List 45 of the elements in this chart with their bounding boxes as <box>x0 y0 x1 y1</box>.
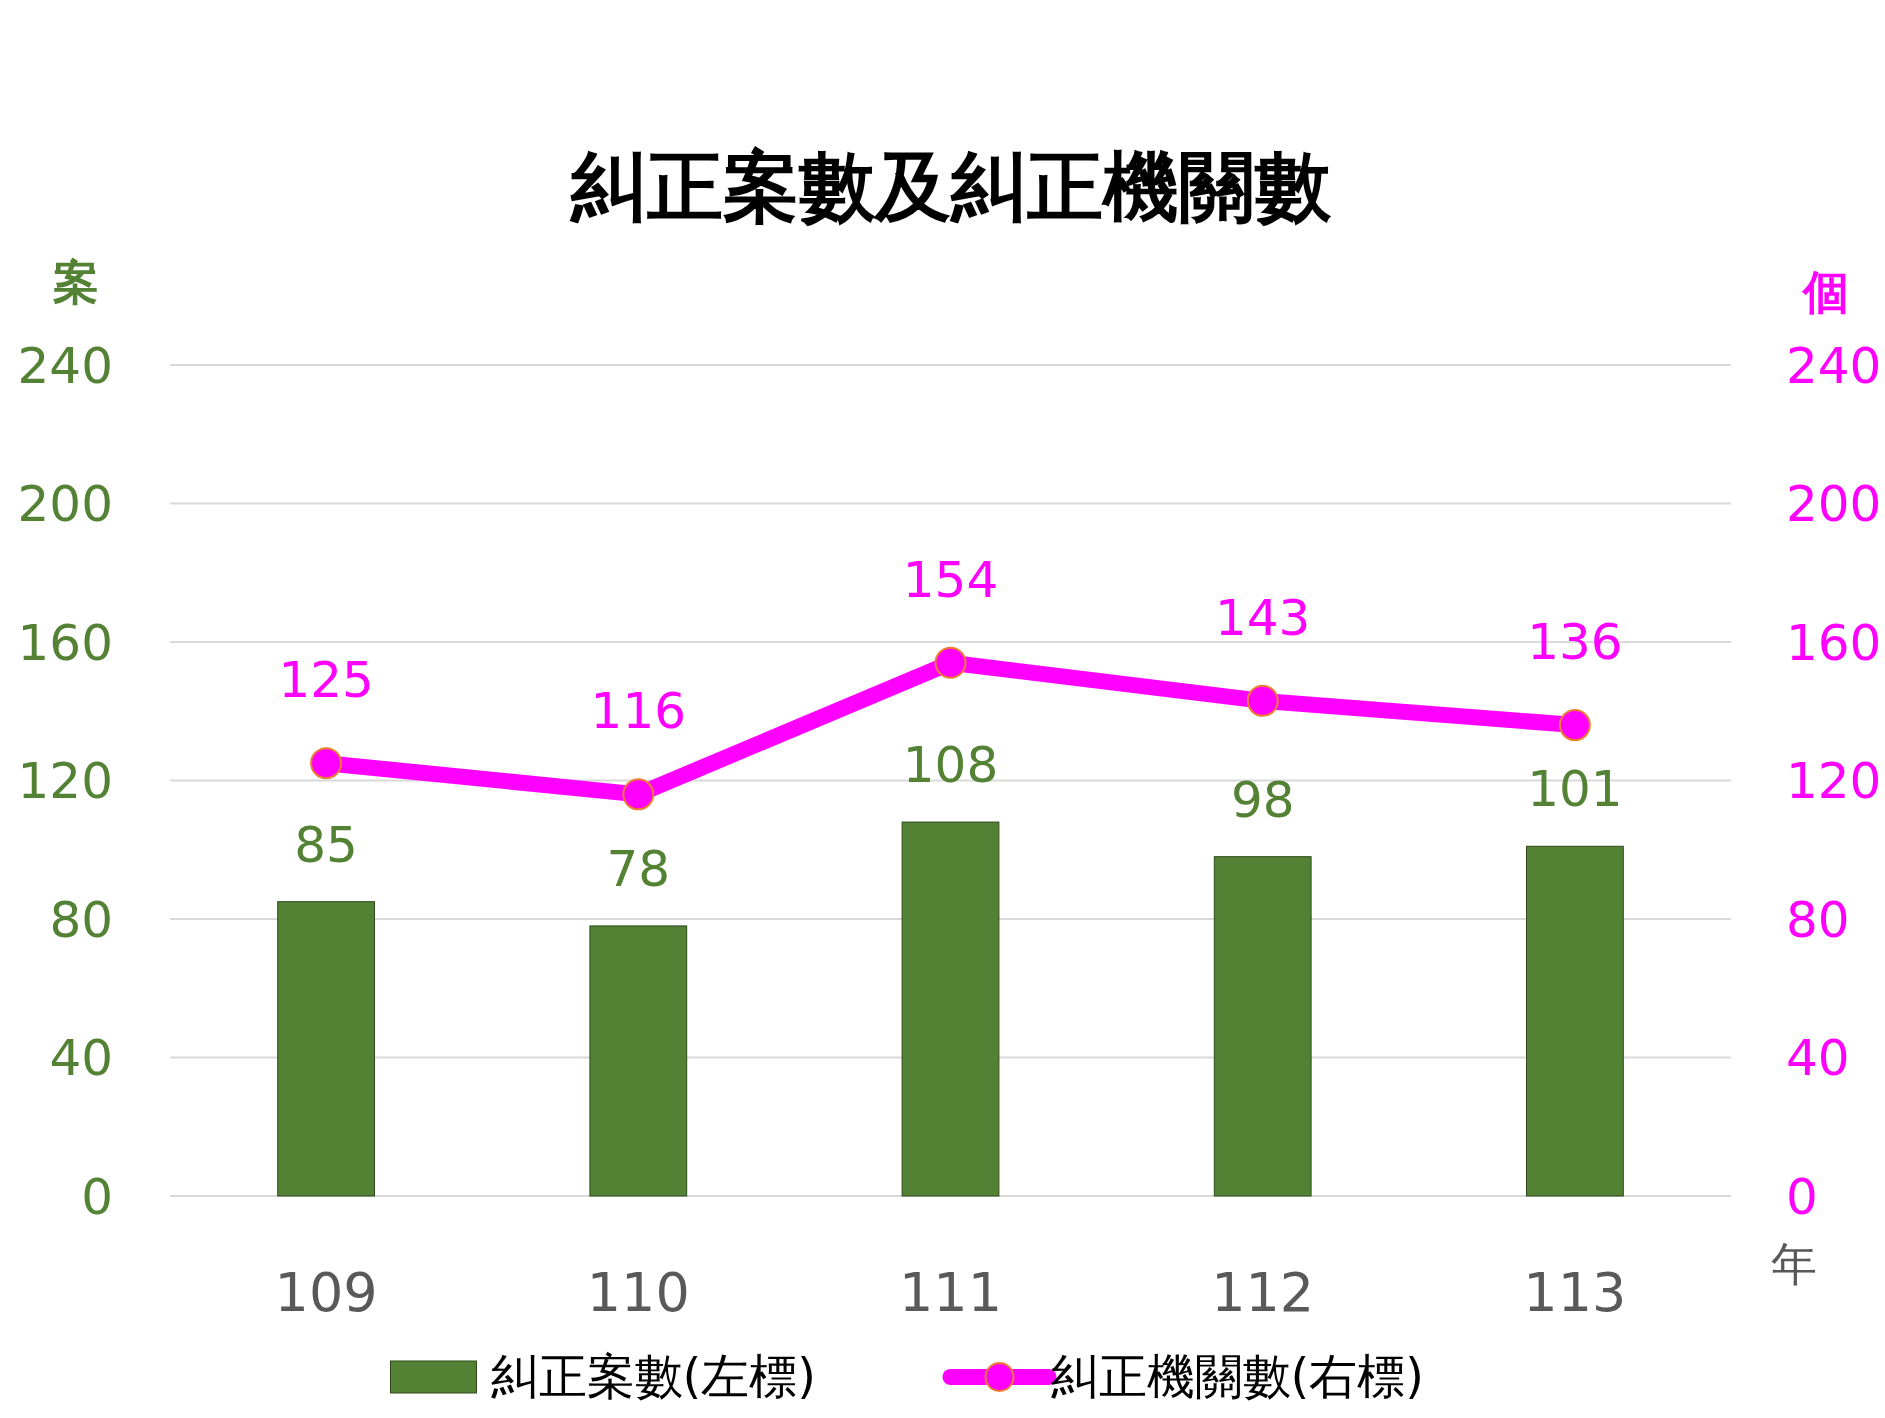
data-label: 108 <box>902 736 999 795</box>
data-label: 125 <box>278 651 374 710</box>
data-label: 98 <box>1230 770 1295 829</box>
y2-tick-label: 200 <box>1786 475 1882 533</box>
point <box>1246 684 1279 717</box>
y-tick-label: 40 <box>49 1029 113 1087</box>
data-label: 78 <box>606 839 671 898</box>
x-tick-label: 110 <box>586 1261 690 1324</box>
data-label: 136 <box>1527 613 1623 672</box>
point <box>310 747 343 780</box>
y-tick-label: 200 <box>17 475 113 533</box>
y-tick-label: 0 <box>81 1167 113 1226</box>
y-tick-label: 80 <box>49 890 113 949</box>
data-label: 154 <box>902 550 999 609</box>
x-tick-label: 113 <box>1523 1261 1627 1324</box>
point <box>1558 709 1591 742</box>
bar <box>589 925 688 1197</box>
y-axis-title: 案 <box>53 255 99 309</box>
data-label: 116 <box>590 682 687 741</box>
legend-label: 糾正案數(左標) <box>490 1348 816 1404</box>
y2-tick-label: 40 <box>1786 1029 1850 1087</box>
point <box>622 778 655 811</box>
x-tick-label: 111 <box>898 1261 1003 1324</box>
data-label: 85 <box>294 815 358 874</box>
y2-tick-label: 0 <box>1786 1167 1818 1226</box>
x-tick-label: 109 <box>274 1261 378 1324</box>
y-tick-label: 120 <box>17 752 113 810</box>
x-tick-label: 112 <box>1211 1261 1315 1324</box>
data-label: 143 <box>1214 588 1311 647</box>
y2-tick-label: 80 <box>1786 890 1850 949</box>
y2-tick-label: 120 <box>1786 752 1882 810</box>
y-tick-label: 240 <box>17 336 113 395</box>
bar <box>901 821 1000 1197</box>
bar <box>277 901 375 1197</box>
y2-tick-label: 240 <box>1786 336 1882 395</box>
data-label: 101 <box>1527 760 1623 819</box>
y2-tick-label: 160 <box>1786 613 1882 672</box>
y2-axis-title: 個 <box>1801 265 1849 319</box>
bar <box>1213 856 1312 1197</box>
y-tick-label: 160 <box>17 613 113 672</box>
legend-label: 糾正機關數(右標) <box>1050 1348 1424 1404</box>
point <box>934 646 967 679</box>
bar <box>1526 845 1624 1197</box>
chart-title: 糾正案數及糾正機關數 <box>568 142 1332 231</box>
x-axis-title: 年 <box>1771 1237 1817 1291</box>
